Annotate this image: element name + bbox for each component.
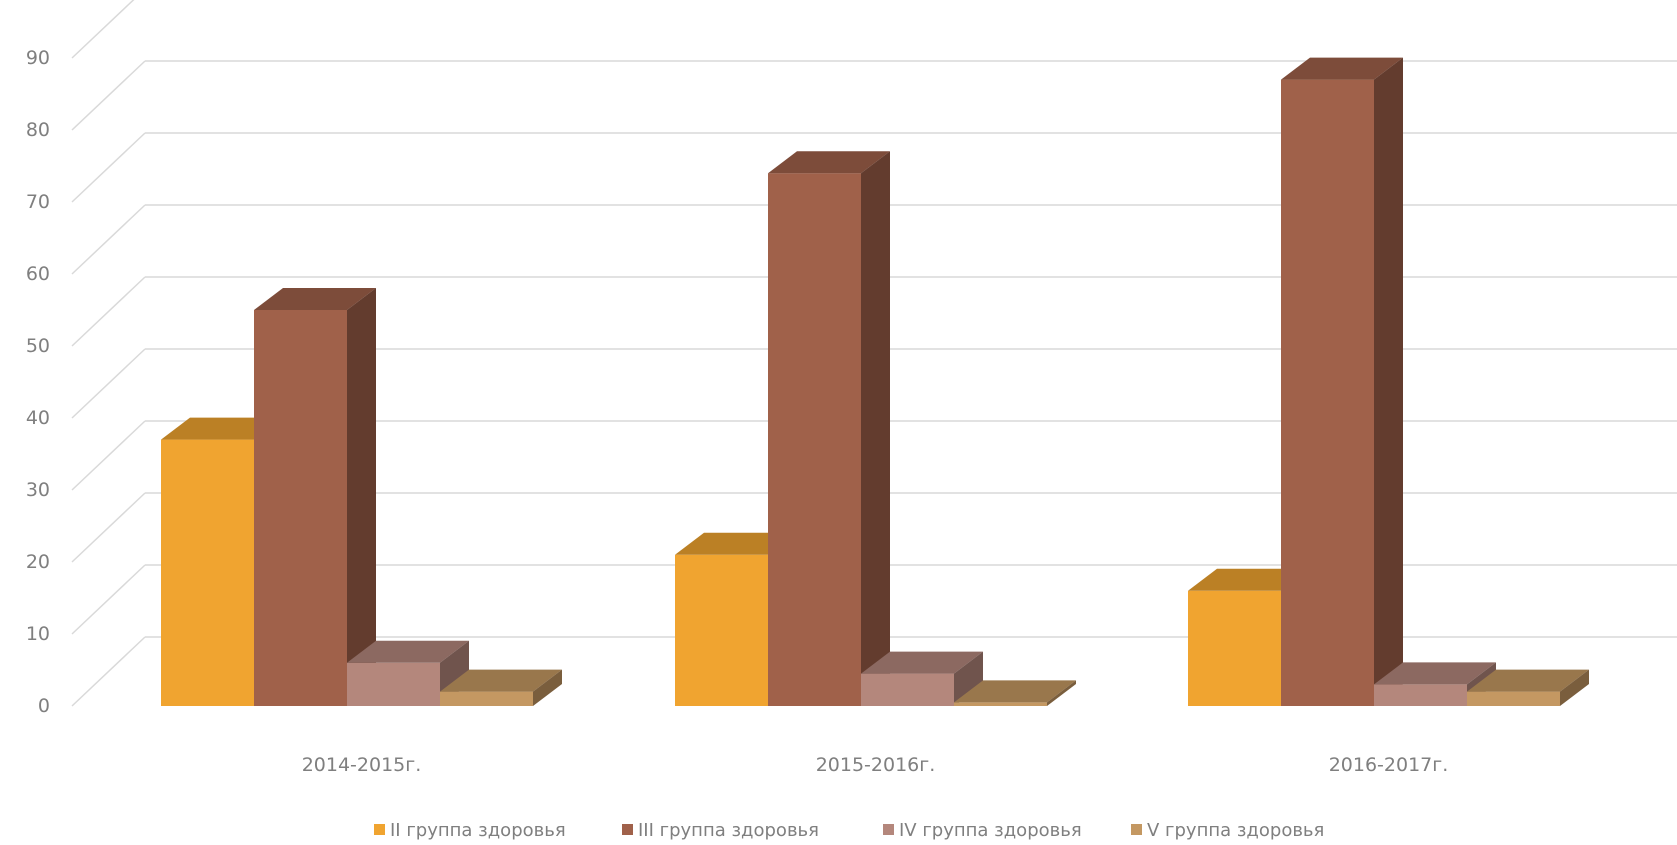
- bar-front: [861, 673, 954, 706]
- bar-front: [1467, 691, 1560, 706]
- bar: [675, 532, 797, 706]
- category-label: 2015-2016г.: [816, 754, 936, 776]
- bar-top: [954, 680, 1076, 703]
- gridline-diagonal: [71, 492, 146, 563]
- bar-top: [1374, 662, 1496, 685]
- bar: [440, 669, 562, 706]
- bar: [1467, 669, 1589, 706]
- bar-side: [1374, 57, 1403, 707]
- bar-top: [675, 532, 797, 555]
- bar-front: [161, 439, 254, 706]
- legend: II группа здоровья III группа здоровья IV …: [374, 820, 1324, 841]
- y-tick-label: 40: [26, 407, 50, 429]
- y-tick-label: 20: [26, 551, 50, 573]
- bar: [861, 651, 983, 706]
- bar-top: [861, 651, 983, 674]
- gridline-diagonal: [71, 636, 146, 707]
- bar: [954, 680, 1076, 706]
- gridline-diagonal: [71, 0, 135, 59]
- legend-label: IV группа здоровья: [899, 820, 1082, 841]
- bar-side: [1047, 680, 1076, 706]
- y-tick-label: 30: [26, 479, 50, 501]
- y-tick-label: 0: [38, 695, 50, 717]
- legend-swatch: [622, 824, 633, 835]
- legend-swatch: [883, 824, 894, 835]
- legend-label: V группа здоровья: [1147, 820, 1324, 841]
- gridline-diagonal: [71, 420, 146, 491]
- bar-side: [861, 151, 890, 706]
- bar-top: [440, 669, 562, 692]
- bar-front: [954, 702, 1047, 706]
- y-axis-tick-labels: 0 10 20 30 40 50 60 70 80 90: [26, 47, 50, 717]
- bar: [768, 151, 890, 706]
- gridlines: [71, 0, 1677, 707]
- y-tick-label: 90: [26, 47, 50, 69]
- category-label: 2014-2015г.: [302, 754, 422, 776]
- bar-top: [1188, 568, 1310, 591]
- y-tick-label: 70: [26, 191, 50, 213]
- bar-front: [768, 173, 861, 706]
- gridline-diagonal: [71, 60, 146, 131]
- bar-front: [1374, 684, 1467, 706]
- y-tick-label: 60: [26, 263, 50, 285]
- bar-front: [347, 662, 440, 706]
- gridline-diagonal: [71, 276, 146, 347]
- bar: [254, 288, 376, 706]
- bar-side: [533, 669, 562, 706]
- bar-top: [254, 288, 376, 310]
- category-labels: 2014-2015г. 2015-2016г. 2016-2017г.: [302, 754, 1449, 776]
- bar-top: [347, 640, 469, 663]
- legend-swatch: [374, 824, 385, 835]
- gridline-diagonal: [71, 348, 146, 419]
- bar-front: [1281, 79, 1374, 707]
- bar-top: [1467, 669, 1589, 692]
- bar-top: [161, 417, 283, 440]
- legend-swatch: [1131, 824, 1142, 835]
- legend-label: III группа здоровья: [638, 820, 819, 841]
- bar-top: [1281, 57, 1403, 80]
- bar-side: [954, 651, 983, 706]
- gridline-diagonal: [71, 564, 146, 635]
- bars: [161, 57, 1589, 707]
- gridline-diagonal: [71, 132, 146, 203]
- bar-side: [347, 288, 376, 706]
- y-tick-label: 50: [26, 335, 50, 357]
- gridline-diagonal: [71, 204, 146, 275]
- bar-front: [675, 554, 768, 706]
- bar-front: [254, 310, 347, 706]
- bar-front: [440, 691, 533, 706]
- bar-front: [1188, 590, 1281, 706]
- y-tick-label: 10: [26, 623, 50, 645]
- bar: [1281, 57, 1403, 707]
- bar-side: [1560, 669, 1589, 706]
- bar-top: [768, 151, 890, 174]
- y-tick-label: 80: [26, 119, 50, 141]
- legend-label: II группа здоровья: [390, 820, 566, 841]
- category-label: 2016-2017г.: [1329, 754, 1449, 776]
